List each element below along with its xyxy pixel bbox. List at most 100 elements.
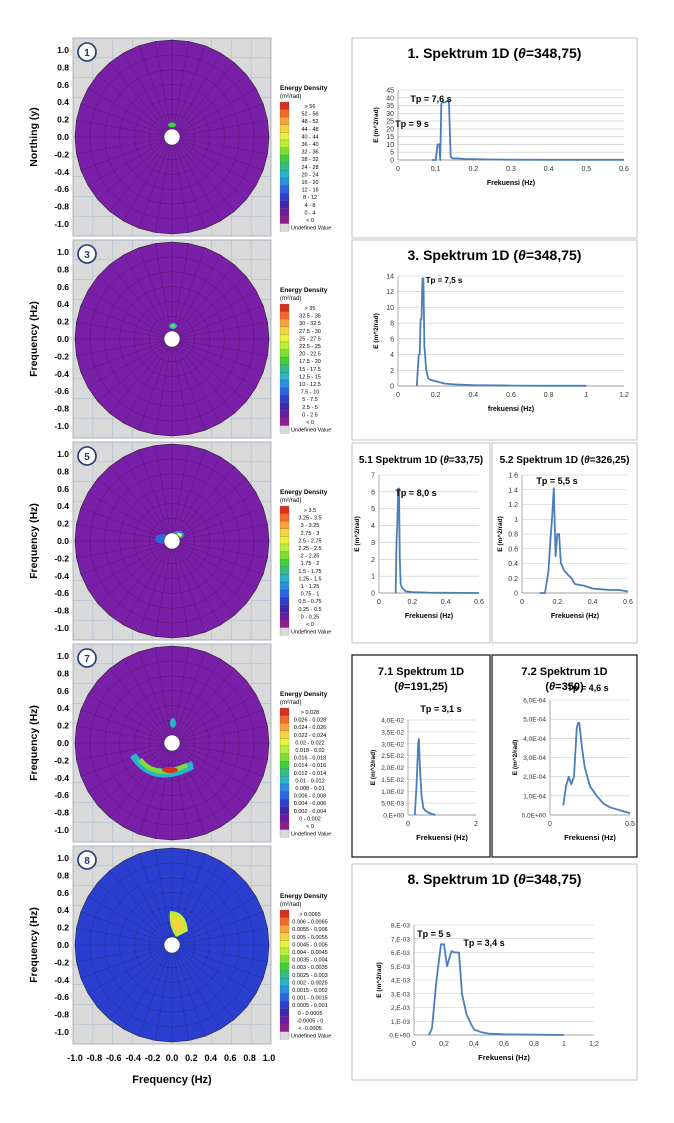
legend-label: 32.5 - 35 xyxy=(299,314,321,320)
y-tick-label: -0.8 xyxy=(54,202,69,212)
legend-swatch xyxy=(279,707,290,716)
polar-spoke xyxy=(173,243,190,332)
chart-y-tick-label: 0,E+00 xyxy=(383,813,404,820)
chart-x-axis-label: Frekuensi (Hz) xyxy=(564,833,616,842)
legend-swatch xyxy=(279,124,290,133)
polar-spoke xyxy=(176,142,235,212)
y-tick-label: 0.2 xyxy=(57,519,69,529)
polar-ring xyxy=(119,286,225,392)
legend-swatch xyxy=(279,341,290,350)
polar-ring xyxy=(148,921,196,969)
polar-ring xyxy=(74,241,270,437)
chart-y-axis-label: E (m^2/rad) xyxy=(511,740,519,776)
legend-label: 0.005 - 0.0055 xyxy=(292,935,327,941)
polar-spoke xyxy=(123,52,169,131)
polar-spoke xyxy=(87,88,166,134)
panel-badge-label: 5 xyxy=(84,452,90,463)
polar-ring xyxy=(74,39,270,235)
polar-spoke xyxy=(80,745,165,777)
legend-label: 0.012 - 0.014 xyxy=(294,771,326,777)
x-tick-label: 0.8 xyxy=(243,1053,256,1063)
polar-spoke xyxy=(179,745,264,777)
legend-label: 44 - 48 xyxy=(301,127,318,133)
chart-x-tick-label: 0 xyxy=(520,599,524,606)
polar-spoke xyxy=(123,951,169,1030)
polar-spoke xyxy=(177,141,247,200)
legend-label: < 0 xyxy=(306,622,314,628)
legend-label: 0.006 - 0.0065 xyxy=(292,920,327,926)
chart-y-tick-label: 8 xyxy=(390,321,394,328)
polar-ring xyxy=(104,473,240,609)
polar-center-hole xyxy=(163,128,181,146)
chart-y-tick-label: 7 xyxy=(371,473,375,480)
legend-label: 30 - 32.5 xyxy=(299,321,321,327)
chart-y-tick-label: 20 xyxy=(386,126,394,133)
polar-spoke xyxy=(179,744,268,761)
legend-swatch xyxy=(279,132,290,141)
y-tick-label: -0.8 xyxy=(54,808,69,818)
legend-label: 27.5 - 30 xyxy=(299,329,321,335)
legend-label: 3.25 - 3.5 xyxy=(298,516,321,522)
legend-label: 1.75 - 2 xyxy=(301,561,320,567)
legend-title: Energy Density xyxy=(280,893,328,900)
polar-spoke xyxy=(174,651,206,736)
polar-spoke xyxy=(179,103,264,135)
y-tick-label: -0.4 xyxy=(54,773,69,783)
polar-spoke xyxy=(97,74,167,133)
polar-ring xyxy=(148,315,196,363)
y-axis-label: Frequency (Hz) xyxy=(28,503,40,579)
legend-unit: (m²/rad) xyxy=(280,498,301,504)
legend-label: 0.018 - 0.02 xyxy=(295,748,324,754)
legend-swatch xyxy=(279,566,290,575)
polar-spoke xyxy=(175,749,221,828)
polar-spoke xyxy=(87,290,166,336)
polar-spoke xyxy=(138,346,170,431)
polar-ring xyxy=(134,301,210,377)
y-tick-label: -1.0 xyxy=(54,623,69,633)
legend-label: 0 - 0.25 xyxy=(301,614,320,620)
chart-x-tick-label: 0.1 xyxy=(431,166,441,173)
legend-swatch xyxy=(279,917,290,926)
legend-swatch xyxy=(279,334,290,343)
polar-spoke xyxy=(177,478,247,537)
legend-label: 10 - 12.5 xyxy=(299,382,321,388)
polar-spoke xyxy=(176,546,235,616)
polar-ring xyxy=(134,99,210,175)
y-tick-label: -0.4 xyxy=(54,975,69,985)
polar-ring xyxy=(89,256,255,422)
y-tick-label: 0.2 xyxy=(57,115,69,125)
chart-y-tick-label: 0 xyxy=(371,591,375,598)
legend-label-undefined: Undefined Value xyxy=(291,1034,331,1040)
legend-label: 0.022 - 0.024 xyxy=(294,733,326,739)
legend-swatch xyxy=(279,505,290,514)
polar-spoke xyxy=(178,342,257,388)
polar-spoke xyxy=(123,456,169,535)
chart-x-tick-label: 0,2 xyxy=(439,1041,449,1048)
polar-spoke xyxy=(178,492,257,538)
polar-spoke xyxy=(123,143,169,222)
chart-x-tick-label: 0,6 xyxy=(499,1041,509,1048)
legend-title: Energy Density xyxy=(280,489,328,496)
legend-label: > 0.0065 xyxy=(299,912,321,918)
legend-label: > 0.028 xyxy=(301,710,320,716)
chart-y-tick-label: 2,0E-02 xyxy=(381,765,404,772)
legend-unit: (m²/rad) xyxy=(280,94,301,100)
chart-y-tick-label: 6 xyxy=(371,489,375,496)
legend-label: 36 - 40 xyxy=(301,142,318,148)
legend-swatch xyxy=(279,776,290,785)
chart-x-tick-label: 0 xyxy=(377,599,381,606)
legend-label: 4 - 8 xyxy=(304,203,315,209)
legend-label: 0.0025 - 0.003 xyxy=(292,973,327,979)
y-axis-label: Northing (y) xyxy=(28,107,40,167)
legend-swatch xyxy=(279,208,290,217)
legend-swatch xyxy=(279,215,290,224)
chart-y-tick-label: 2,E-03 xyxy=(391,1005,411,1012)
polar-spoke xyxy=(76,321,165,338)
polar-spoke xyxy=(174,548,206,633)
legend-swatch xyxy=(279,139,290,148)
chart-x-tick-label: 0.4 xyxy=(588,599,598,606)
polar-spoke xyxy=(179,139,264,171)
polar-ring xyxy=(89,862,255,1028)
y-tick-label: 0.4 xyxy=(57,299,69,309)
polar-spoke xyxy=(173,144,190,233)
